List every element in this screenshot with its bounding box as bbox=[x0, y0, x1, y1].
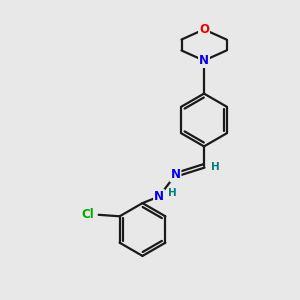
Text: N: N bbox=[199, 54, 209, 67]
Text: N: N bbox=[170, 168, 181, 182]
Text: H: H bbox=[168, 188, 177, 198]
Text: H: H bbox=[211, 162, 220, 172]
Text: N: N bbox=[154, 190, 164, 203]
Text: Cl: Cl bbox=[81, 208, 94, 221]
Text: O: O bbox=[199, 23, 209, 36]
